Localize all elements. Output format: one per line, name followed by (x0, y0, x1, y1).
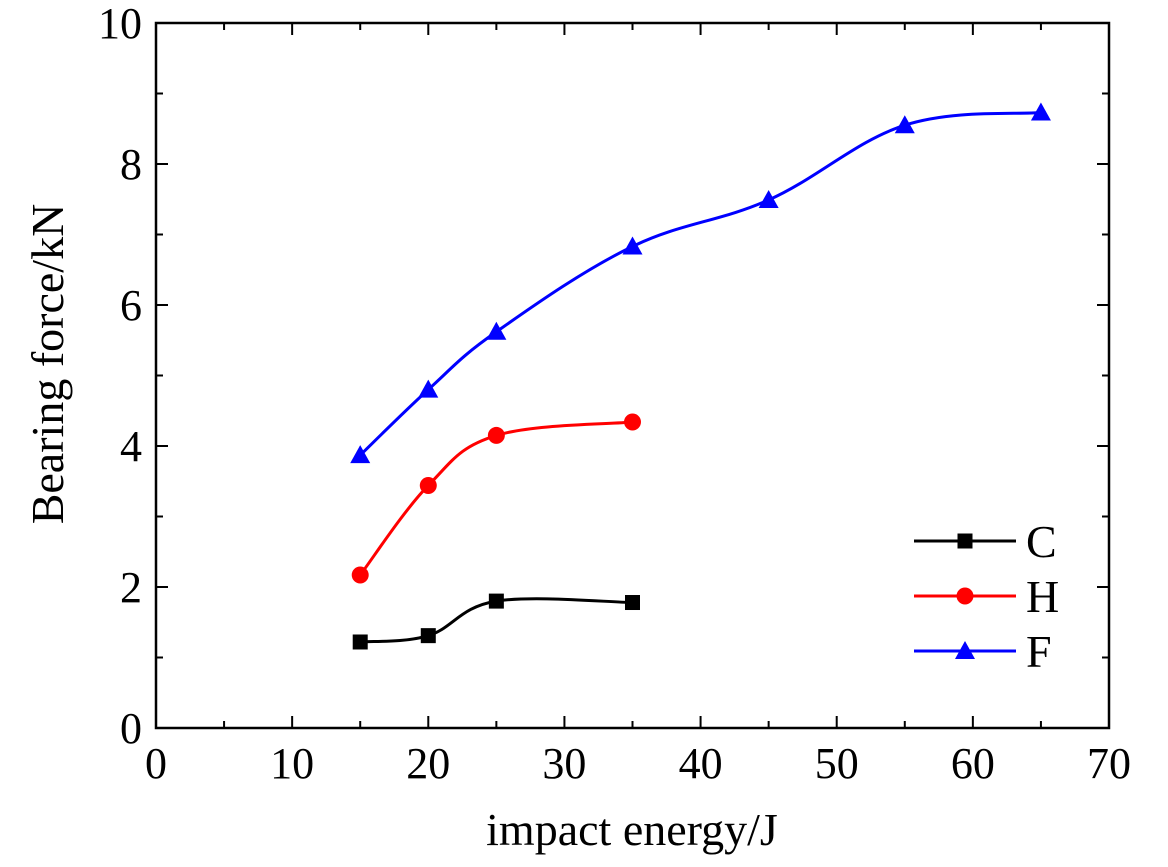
legend-label-h: H (1026, 571, 1059, 622)
series-line-h (359, 420, 633, 576)
legend-label-f: F (1026, 626, 1052, 677)
y-axis-title: Bearing force/kN (22, 204, 73, 525)
data-point-f (894, 115, 915, 134)
data-point-c (488, 593, 504, 609)
legend-marker-c (957, 533, 973, 549)
legend-label-c: C (1026, 516, 1057, 567)
data-point-f (622, 236, 643, 255)
x-tick-label: 70 (1087, 739, 1131, 788)
series-layer (350, 102, 1051, 650)
legend-marker-f (955, 641, 975, 659)
series-h (351, 413, 641, 584)
y-tick-label: 4 (120, 422, 142, 471)
data-point-f (418, 379, 439, 398)
y-tick-label: 6 (120, 281, 142, 330)
x-tick-label: 0 (145, 739, 167, 788)
data-point-h (351, 566, 369, 584)
legend: CHF (914, 516, 1059, 677)
legend-item-f: F (914, 626, 1052, 677)
data-point-c (420, 628, 436, 644)
data-point-h (419, 476, 437, 494)
data-point-f (486, 321, 507, 340)
y-tick-label: 8 (120, 140, 142, 189)
data-point-h (624, 413, 641, 431)
legend-item-h: H (914, 571, 1059, 622)
data-point-c (625, 595, 640, 611)
series-f (350, 102, 1051, 464)
x-tick-label: 60 (951, 739, 995, 788)
axes-layer: 0 10 20 30 40 50 60 70 0 2 4 6 8 10 (98, 0, 1131, 788)
x-tick-label: 20 (406, 739, 450, 788)
data-point-f (350, 445, 371, 464)
y-tick-label: 0 (120, 704, 142, 753)
x-axis-title: impact energy/J (486, 804, 778, 855)
data-point-f (1030, 102, 1051, 121)
y-tick-label: 10 (98, 0, 142, 48)
data-point-h (487, 426, 505, 444)
series-c (352, 593, 640, 650)
legend-item-c: C (914, 516, 1057, 567)
data-point-c (352, 634, 368, 650)
x-tick-label: 10 (270, 739, 314, 788)
x-tick-label: 30 (542, 739, 586, 788)
y-tick-label: 2 (120, 563, 142, 612)
data-point-f (758, 189, 779, 208)
x-tick-label: 50 (815, 739, 859, 788)
x-tick-label: 40 (679, 739, 723, 788)
series-line-c (360, 597, 633, 644)
legend-marker-h (956, 587, 974, 605)
